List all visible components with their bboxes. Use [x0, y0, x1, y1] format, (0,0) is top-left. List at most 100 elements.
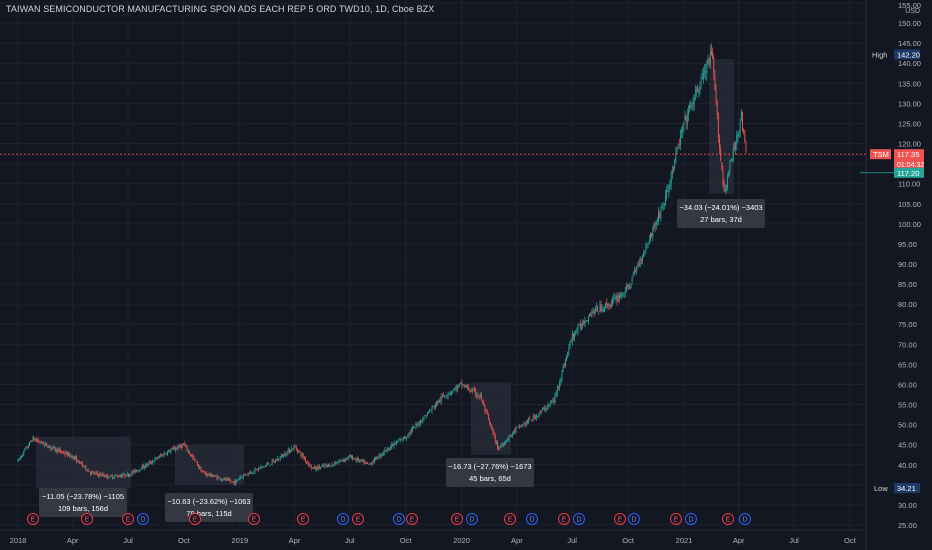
candle-body — [107, 474, 109, 478]
candle-body — [393, 443, 395, 447]
candle-body — [31, 440, 33, 442]
candle-body — [299, 451, 301, 453]
low-text: Low — [874, 484, 888, 493]
candle-body — [568, 347, 570, 353]
candle-body — [492, 428, 494, 433]
candle-body — [305, 458, 306, 462]
candle-body — [374, 458, 375, 462]
event-marker-label: D — [340, 517, 345, 524]
candle-body — [129, 474, 130, 477]
candle-body — [377, 458, 379, 460]
candle-body — [347, 456, 349, 459]
candle-body — [696, 89, 697, 90]
candle-body — [302, 454, 304, 458]
candle-body — [209, 473, 211, 476]
candle-body — [620, 295, 622, 298]
candle-body — [389, 449, 390, 451]
candle-body — [230, 480, 232, 482]
candle-body — [454, 387, 456, 389]
candle-body — [530, 419, 532, 421]
candle-body — [375, 457, 377, 459]
y-tick-label: 150.00 — [898, 19, 921, 28]
candle-body — [707, 60, 709, 63]
candle-body — [76, 457, 78, 462]
low-value: 34.21 — [897, 484, 916, 493]
candle-body — [668, 184, 670, 193]
candle-body — [579, 323, 581, 328]
event-marker-label: E — [562, 517, 567, 524]
candle-body — [52, 446, 53, 448]
x-tick-label: 2018 — [10, 536, 27, 545]
candle-body — [446, 395, 448, 397]
candle-body — [308, 462, 310, 466]
candle-body — [339, 460, 341, 462]
candle-body — [224, 478, 226, 481]
candle-body — [400, 438, 402, 441]
candle-body — [48, 446, 50, 448]
candle-body — [621, 292, 623, 297]
candle-body — [153, 461, 155, 463]
candle-body — [705, 71, 707, 73]
candle-body — [704, 71, 705, 73]
earnings-marker — [27, 513, 39, 525]
candle-body — [146, 464, 148, 466]
candle-body — [576, 331, 578, 333]
candle-body — [187, 450, 189, 452]
candle-body — [663, 203, 665, 206]
candle-body — [232, 481, 234, 483]
candle-body — [677, 146, 679, 149]
candle-body — [285, 454, 287, 456]
candle-body — [114, 476, 116, 478]
candle-body — [410, 429, 412, 434]
candle-body — [484, 404, 486, 411]
candle-body — [208, 474, 210, 476]
event-marker-label: E — [410, 517, 415, 524]
candle-body — [645, 245, 647, 252]
y-tick-label: 140.00 — [898, 59, 921, 68]
candle-body — [336, 463, 337, 465]
candle-body — [513, 430, 515, 433]
candle-body — [221, 479, 222, 481]
candle-body — [466, 385, 467, 388]
candle-body — [122, 475, 124, 477]
candle-body — [334, 462, 336, 465]
candle-body — [177, 447, 179, 449]
candle-body — [470, 390, 472, 392]
candle-body — [231, 481, 233, 483]
candle-body — [421, 420, 423, 422]
candle-body — [408, 432, 410, 436]
candle-body — [369, 463, 371, 465]
candle-body — [426, 412, 428, 416]
candle-body — [679, 135, 681, 146]
candle-body — [712, 52, 714, 59]
candle-body — [528, 418, 530, 423]
candle-body — [213, 476, 214, 478]
candle-body — [198, 465, 199, 468]
candle-body — [736, 135, 738, 144]
candle-body — [102, 474, 104, 476]
candle-body — [98, 474, 99, 476]
candle-body — [264, 465, 266, 468]
drawdown-label-change: −16.73 (−27.76%) −1673 — [448, 462, 531, 471]
candle-body — [628, 284, 630, 287]
candle-body — [547, 405, 549, 407]
candle-body — [390, 446, 392, 450]
candle-body — [527, 420, 528, 423]
candle-body — [80, 462, 82, 464]
x-tick-label: Jul — [567, 536, 577, 545]
y-tick-label: 45.00 — [898, 441, 917, 450]
candle-body — [217, 477, 219, 479]
candle-body — [592, 311, 594, 313]
candle-body — [214, 475, 216, 477]
candle-body — [448, 393, 450, 395]
candle-body — [251, 472, 252, 474]
x-tick-label: Apr — [733, 536, 745, 545]
candle-body — [254, 468, 256, 473]
candle-body — [320, 467, 321, 469]
candle-body — [53, 446, 55, 448]
candle-body — [40, 441, 42, 443]
candle-body — [698, 90, 700, 93]
candle-body — [110, 474, 112, 477]
